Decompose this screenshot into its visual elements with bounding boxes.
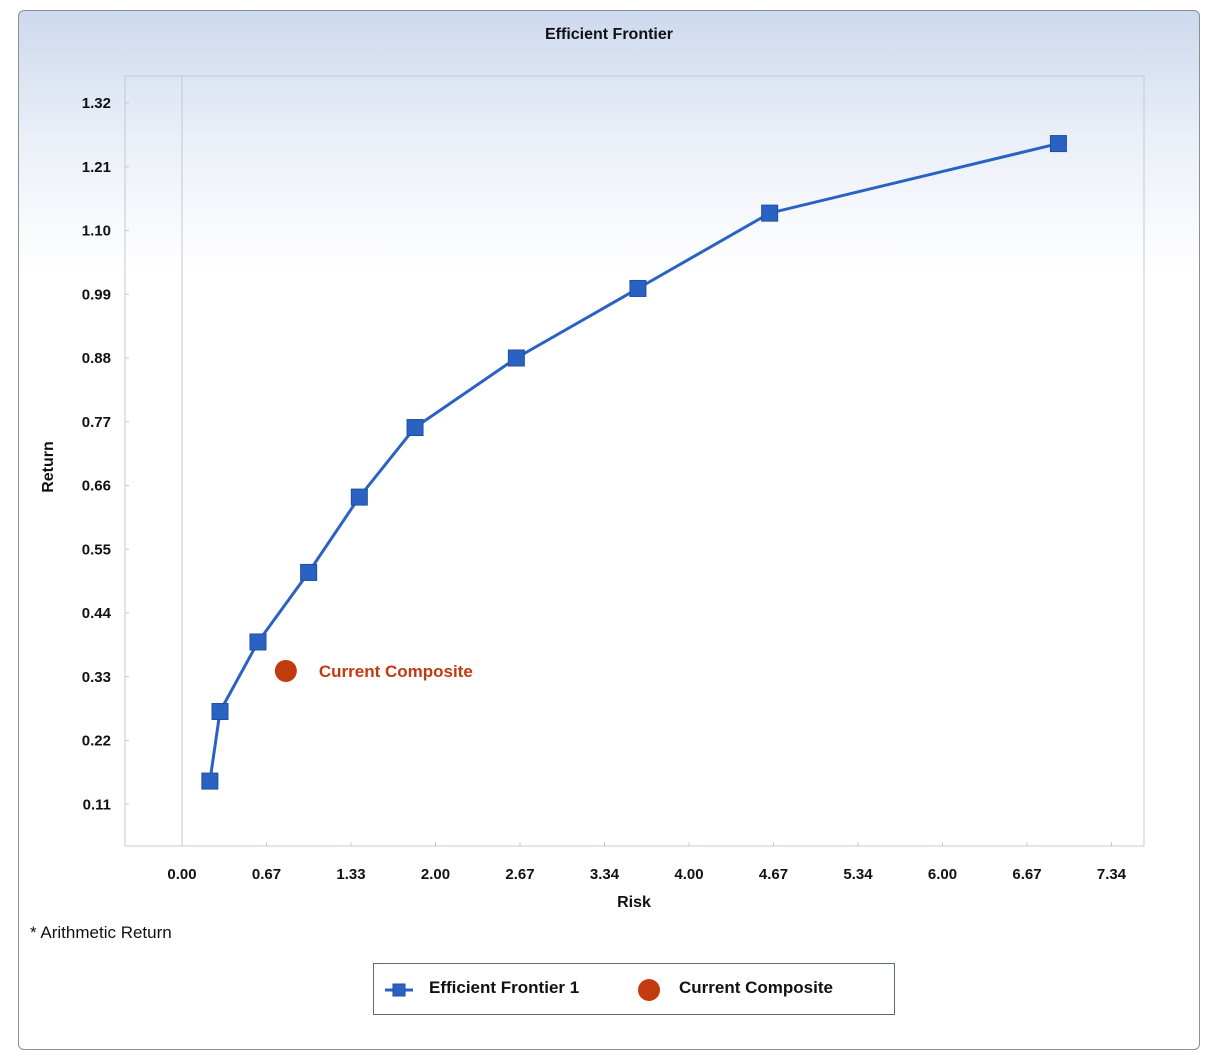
chart-title: Efficient Frontier [544, 26, 673, 43]
y-tick-label: 1.10 [82, 223, 111, 240]
x-tick-label: 6.00 [928, 866, 957, 883]
frontier-point[interactable] [211, 703, 229, 721]
composite-point[interactable] [274, 659, 297, 682]
legend: Efficient Frontier 1 Current Composite [373, 963, 895, 1015]
x-tick-label: 7.34 [1097, 866, 1127, 883]
y-tick-label: 0.22 [82, 733, 111, 750]
series-layer: Current Composite [201, 135, 1067, 790]
x-tick-label: 5.34 [843, 866, 873, 883]
orange-circle-icon [638, 979, 660, 1001]
frontier-point[interactable] [761, 204, 779, 222]
plot-area [124, 75, 1145, 847]
x-tick-label: 1.33 [336, 866, 365, 883]
legend-label-current-composite: Current Composite [679, 978, 833, 997]
y-tick-label: 1.32 [82, 95, 111, 112]
x-tick-label: 0.67 [252, 866, 281, 883]
y-tick-label: 0.11 [83, 796, 111, 813]
y-tick-label: 0.33 [82, 669, 111, 686]
x-axis-title: Risk [617, 894, 651, 911]
frontier-point[interactable] [201, 772, 219, 790]
y-tick-label: 1.21 [82, 159, 111, 176]
frontier-point[interactable] [406, 419, 424, 437]
y-tick-label: 0.77 [82, 414, 111, 431]
y-axis-ticks: 1.32 1.21 1.10 0.99 0.88 0.77 0.66 0.55 0.44 0.33… [82, 95, 129, 813]
y-tick-label: 0.55 [82, 541, 111, 558]
y-tick-label: 0.88 [82, 350, 111, 367]
x-tick-label: 0.00 [167, 866, 196, 883]
legend-label-efficient-frontier: Efficient Frontier 1 [429, 978, 580, 997]
frontier-point[interactable] [507, 349, 525, 367]
data-label: Current Composite [319, 662, 473, 681]
y-tick-label: 0.44 [82, 605, 112, 622]
frontier-point[interactable] [350, 488, 368, 506]
frontier-point[interactable] [300, 563, 318, 581]
y-tick-label: 0.99 [82, 286, 111, 303]
x-tick-label: 3.34 [590, 866, 620, 883]
y-axis-title: Return [40, 441, 57, 493]
plot-frame [124, 75, 1145, 847]
x-tick-label: 4.67 [759, 866, 788, 883]
chart-panel [18, 10, 1200, 1050]
x-tick-label: 2.00 [421, 866, 450, 883]
frontier-point[interactable] [1049, 135, 1067, 153]
frontier-point[interactable] [629, 279, 647, 297]
x-tick-label: 2.67 [505, 866, 534, 883]
frontier-point[interactable] [249, 633, 267, 651]
blue-square-line-icon [385, 983, 413, 997]
footnote: * Arithmetic Return [30, 923, 172, 942]
x-tick-label: 6.67 [1012, 866, 1041, 883]
x-tick-label: 4.00 [674, 866, 703, 883]
y-tick-label: 0.66 [82, 478, 111, 495]
series-line [208, 142, 1059, 782]
x-axis-ticks: 0.00 0.67 1.33 2.00 2.67 3.34 4.00 4.67 5.34 6.00… [167, 842, 1127, 883]
